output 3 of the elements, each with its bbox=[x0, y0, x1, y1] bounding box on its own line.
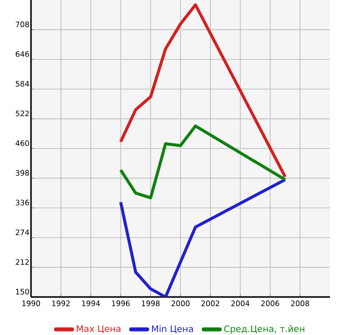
legend-label: Max Цена bbox=[76, 325, 120, 334]
legend-label: Min Цена bbox=[152, 325, 193, 334]
legend-label: Сред.Цена, т.йен bbox=[224, 325, 304, 334]
